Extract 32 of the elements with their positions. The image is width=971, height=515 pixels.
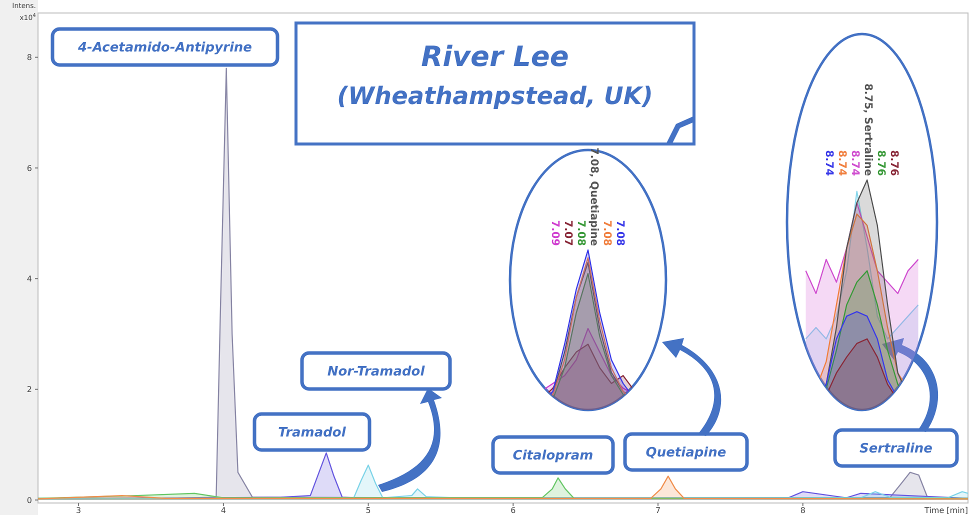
text: 8.74 xyxy=(848,150,861,176)
x-tick-label: 4 xyxy=(220,506,226,515)
y-tick-label: 6 xyxy=(26,164,32,173)
annotation: 4-Acetamido-Antipyrine xyxy=(77,40,252,56)
text: 7.08 xyxy=(574,220,587,246)
x-tick-label: 6 xyxy=(510,506,516,515)
text: 7.09 xyxy=(548,220,561,246)
text: River Lee xyxy=(421,40,569,73)
y-tick-label: 0 xyxy=(26,496,32,505)
annotation: Nor-Tramadol xyxy=(327,364,426,380)
annotation: Citalopram xyxy=(512,448,594,464)
text: (Wheathampstead, UK) xyxy=(337,82,653,110)
x-tick-label: 7 xyxy=(655,506,661,515)
text: 7.08, Quetiapine xyxy=(588,148,600,246)
text: 7.08 xyxy=(600,220,613,246)
x-tick-label: 3 xyxy=(76,506,82,515)
x-tick-label: 8 xyxy=(800,506,806,515)
text: 7.08 xyxy=(614,220,626,246)
y-tick-label: 8 xyxy=(26,53,32,62)
text: 8.76 xyxy=(888,150,900,176)
text: 8.74 xyxy=(822,150,835,176)
annotation: Tramadol xyxy=(278,426,346,441)
x-axis-title: Time [min] xyxy=(924,506,968,515)
y-tick-label: 2 xyxy=(26,385,32,394)
text: 7.07 xyxy=(562,220,574,246)
y-tick-label: 4 xyxy=(26,274,32,284)
annotation: Quetiapine xyxy=(646,446,726,461)
annotation: Sertraline xyxy=(860,442,933,457)
text: 8.74 xyxy=(836,150,848,176)
text: 8.75, Sertraline xyxy=(862,84,874,176)
x-tick-label: 5 xyxy=(366,506,371,515)
text: 8.76 xyxy=(874,150,887,176)
